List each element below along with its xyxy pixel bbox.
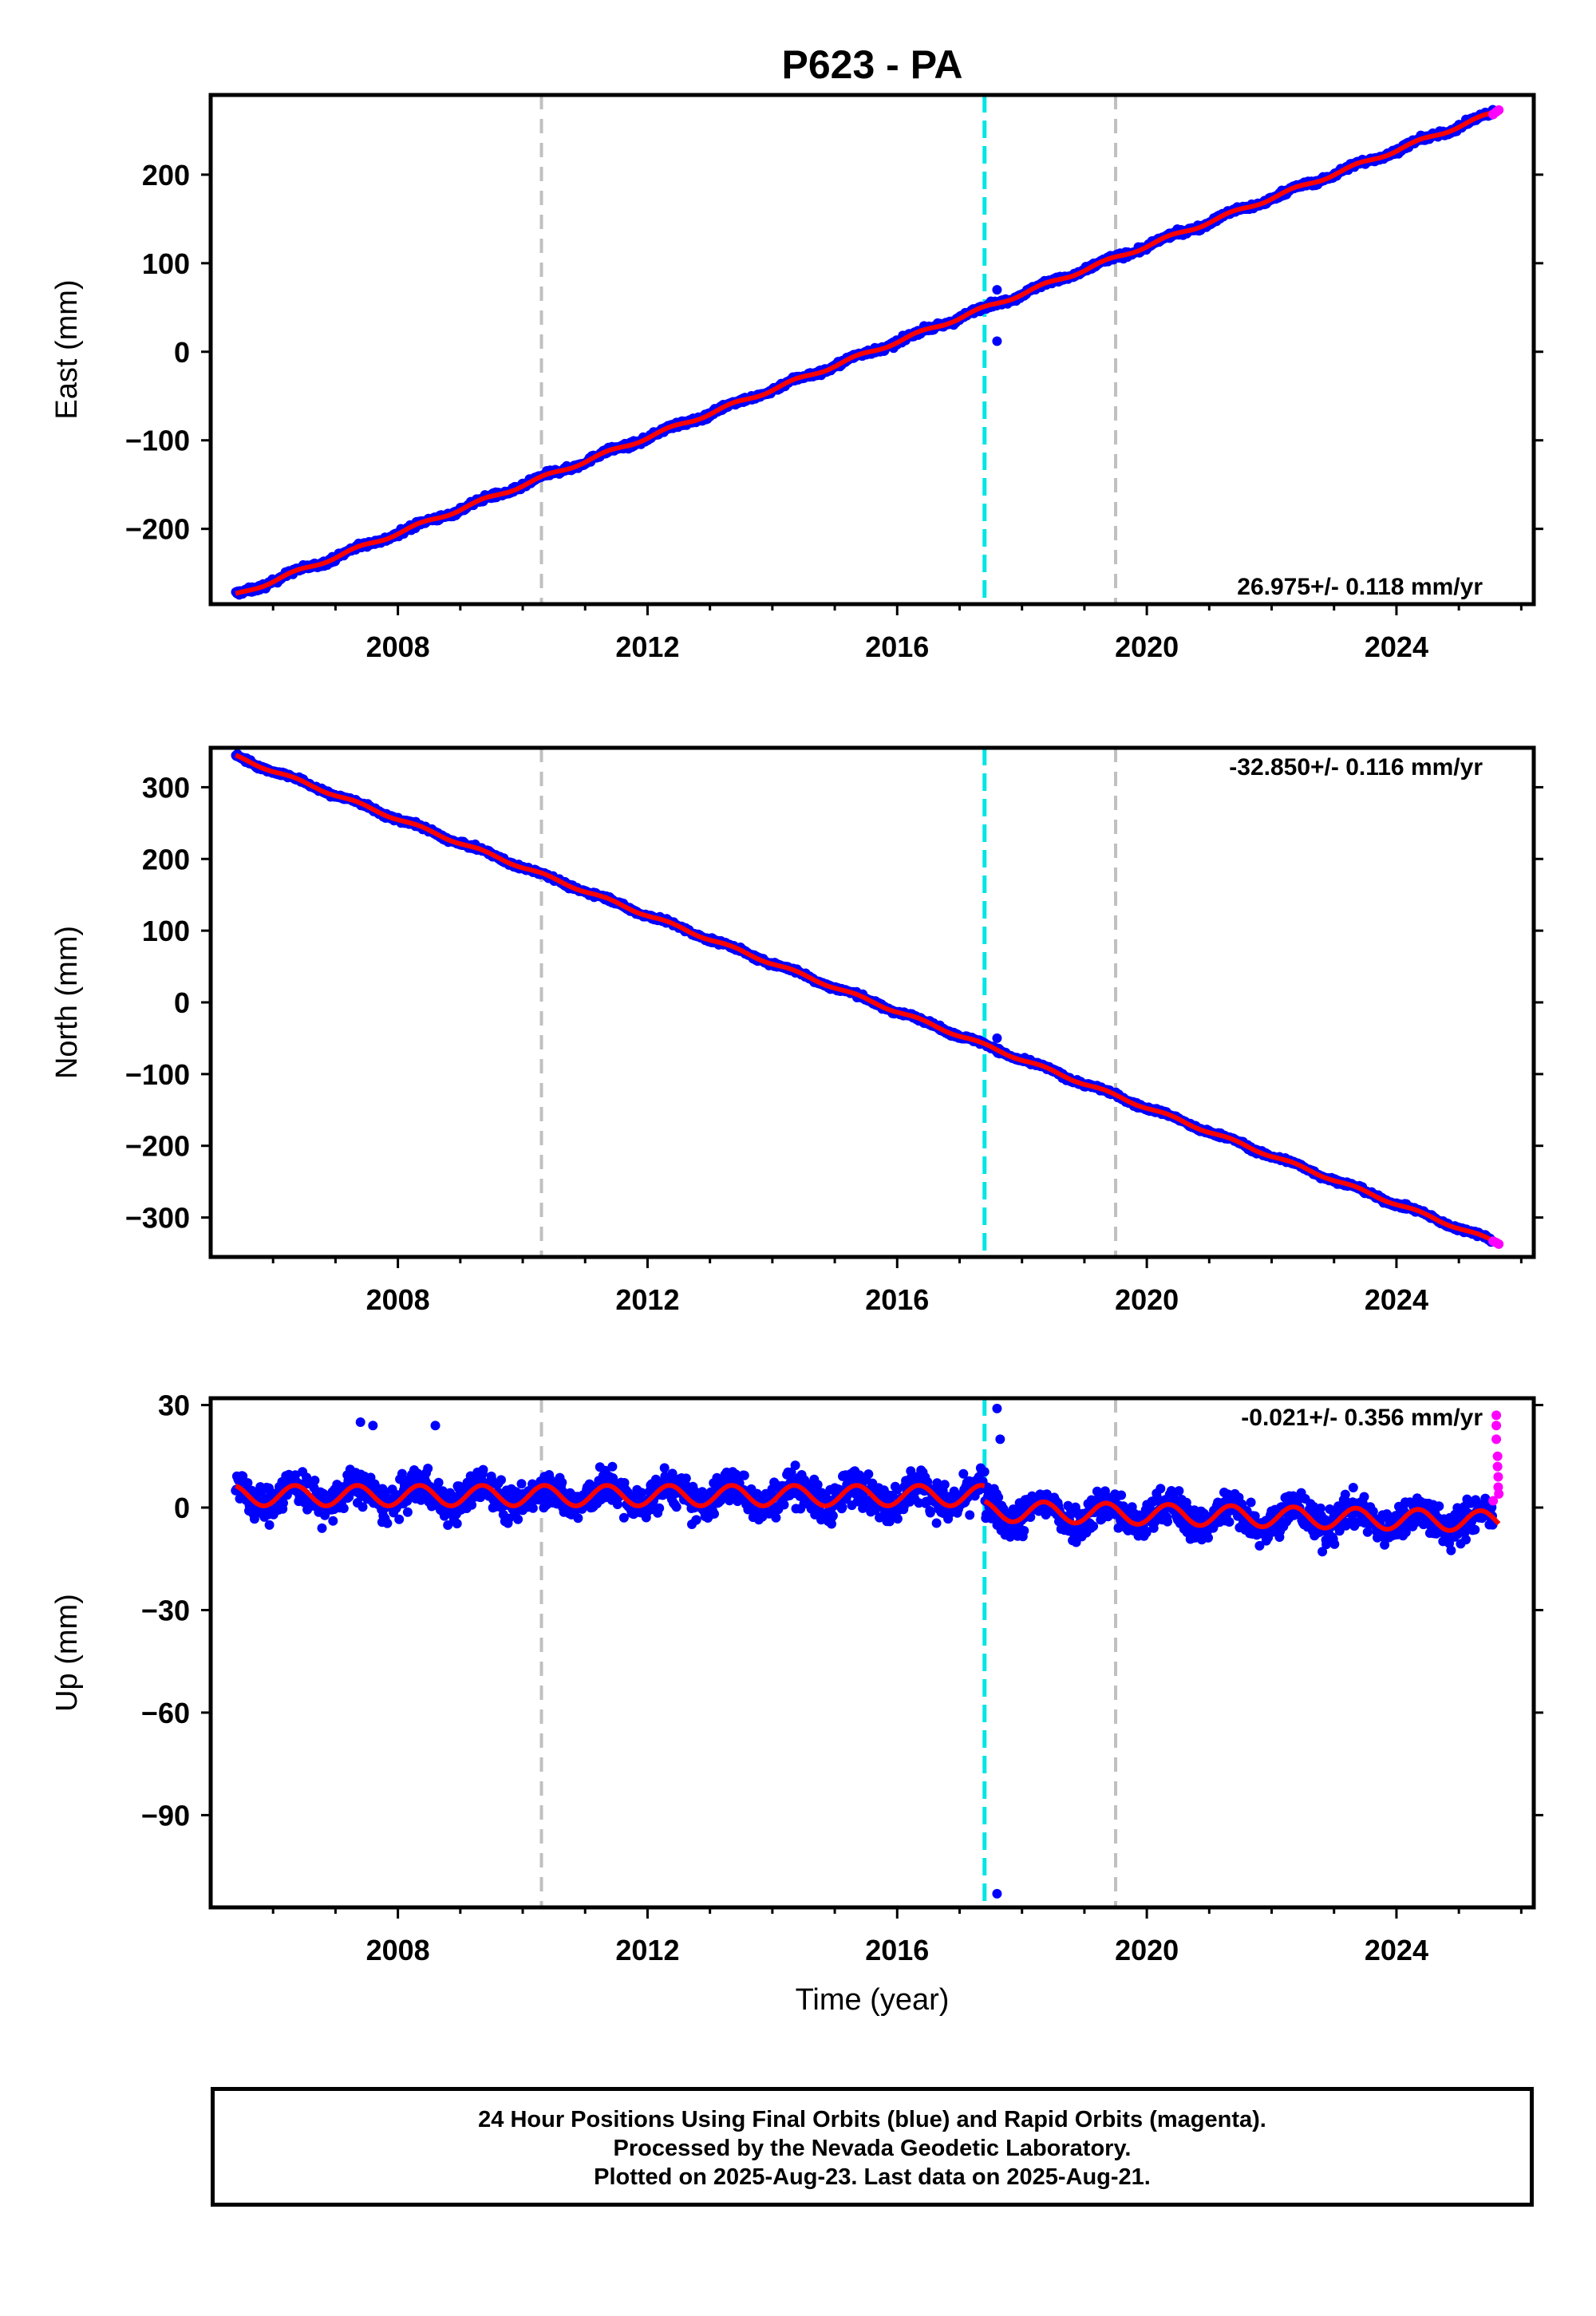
data-point (443, 1520, 453, 1530)
y-tick-label: 0 (174, 986, 190, 1019)
x-tick-label: 2024 (1365, 1283, 1428, 1316)
data-point (397, 1468, 407, 1479)
data-point (394, 1514, 405, 1524)
data-point (238, 1471, 248, 1481)
data-point (317, 1523, 327, 1533)
data-point (264, 1520, 275, 1530)
plot-area (231, 748, 1504, 1257)
data-point (423, 1464, 433, 1473)
y-tick-label: 0 (174, 336, 190, 369)
y-tick-label: −300 (125, 1202, 190, 1235)
x-tick-label: 2020 (1115, 630, 1179, 663)
panel-1: 200 100 0 −100 −200 2008 2012 2016 2020 2024 East … (50, 93, 1543, 663)
outlier-point (992, 1033, 1002, 1043)
x-tick-label: 2016 (865, 1283, 929, 1316)
y-tick-label: −200 (125, 513, 190, 546)
data-point (382, 1518, 393, 1528)
velocity-annotation: -32.850+/- 0.116 mm/yr (1229, 754, 1483, 781)
y-tick-label: 100 (142, 915, 190, 947)
x-tick-label: 2012 (615, 630, 679, 663)
data-point (290, 1470, 301, 1480)
y-tick-label: −100 (125, 1058, 190, 1091)
data-point (433, 1477, 444, 1488)
data-point (402, 1507, 413, 1517)
rapid-orbit-point (1494, 105, 1504, 115)
plot-area (231, 95, 1504, 604)
y-tick-label: 200 (142, 159, 190, 192)
data-point (467, 1500, 477, 1510)
panel-2: 300 200 100 0 −100 −200 −300 2008 2012 2016 2020 20… (50, 745, 1543, 1316)
y-tick-label: 200 (142, 843, 190, 875)
data-point (358, 1502, 368, 1512)
x-tick-label: 2012 (615, 1283, 679, 1316)
y-axis-label: North (mm) (50, 926, 84, 1079)
y-axis-label: East (mm) (50, 279, 84, 419)
x-tick-label: 2024 (1365, 630, 1428, 663)
plot-frame (208, 93, 1536, 607)
data-point (328, 1516, 338, 1526)
x-tick-label: 2016 (865, 630, 929, 663)
outlier-point (992, 285, 1002, 295)
velocity-annotation: 26.975+/- 0.118 mm/yr (1237, 574, 1483, 600)
y-tick-label: 300 (142, 771, 190, 804)
chart-title: P623 - PA (782, 42, 963, 87)
y-tick-label: 100 (142, 247, 190, 280)
data-point (310, 1476, 320, 1485)
outlier-point (992, 336, 1002, 346)
y-tick-label: −100 (125, 425, 190, 457)
data-point (344, 1492, 354, 1502)
data-point (452, 1519, 462, 1529)
rapid-orbit-point (1494, 1239, 1504, 1249)
model-fit-line (235, 753, 1500, 1247)
data-point (496, 1475, 506, 1485)
x-tick-label: 2020 (1115, 1283, 1179, 1316)
plot-area (231, 1398, 1504, 1907)
data-point (478, 1464, 488, 1475)
final-orbit-points (231, 1460, 1498, 1557)
y-tick-label: −200 (125, 1130, 190, 1163)
x-tick-label: 2008 (366, 1283, 430, 1316)
data-point (279, 1498, 288, 1508)
data-point (338, 1504, 349, 1513)
x-tick-label: 2008 (366, 630, 430, 663)
model-fit-line (235, 109, 1499, 596)
